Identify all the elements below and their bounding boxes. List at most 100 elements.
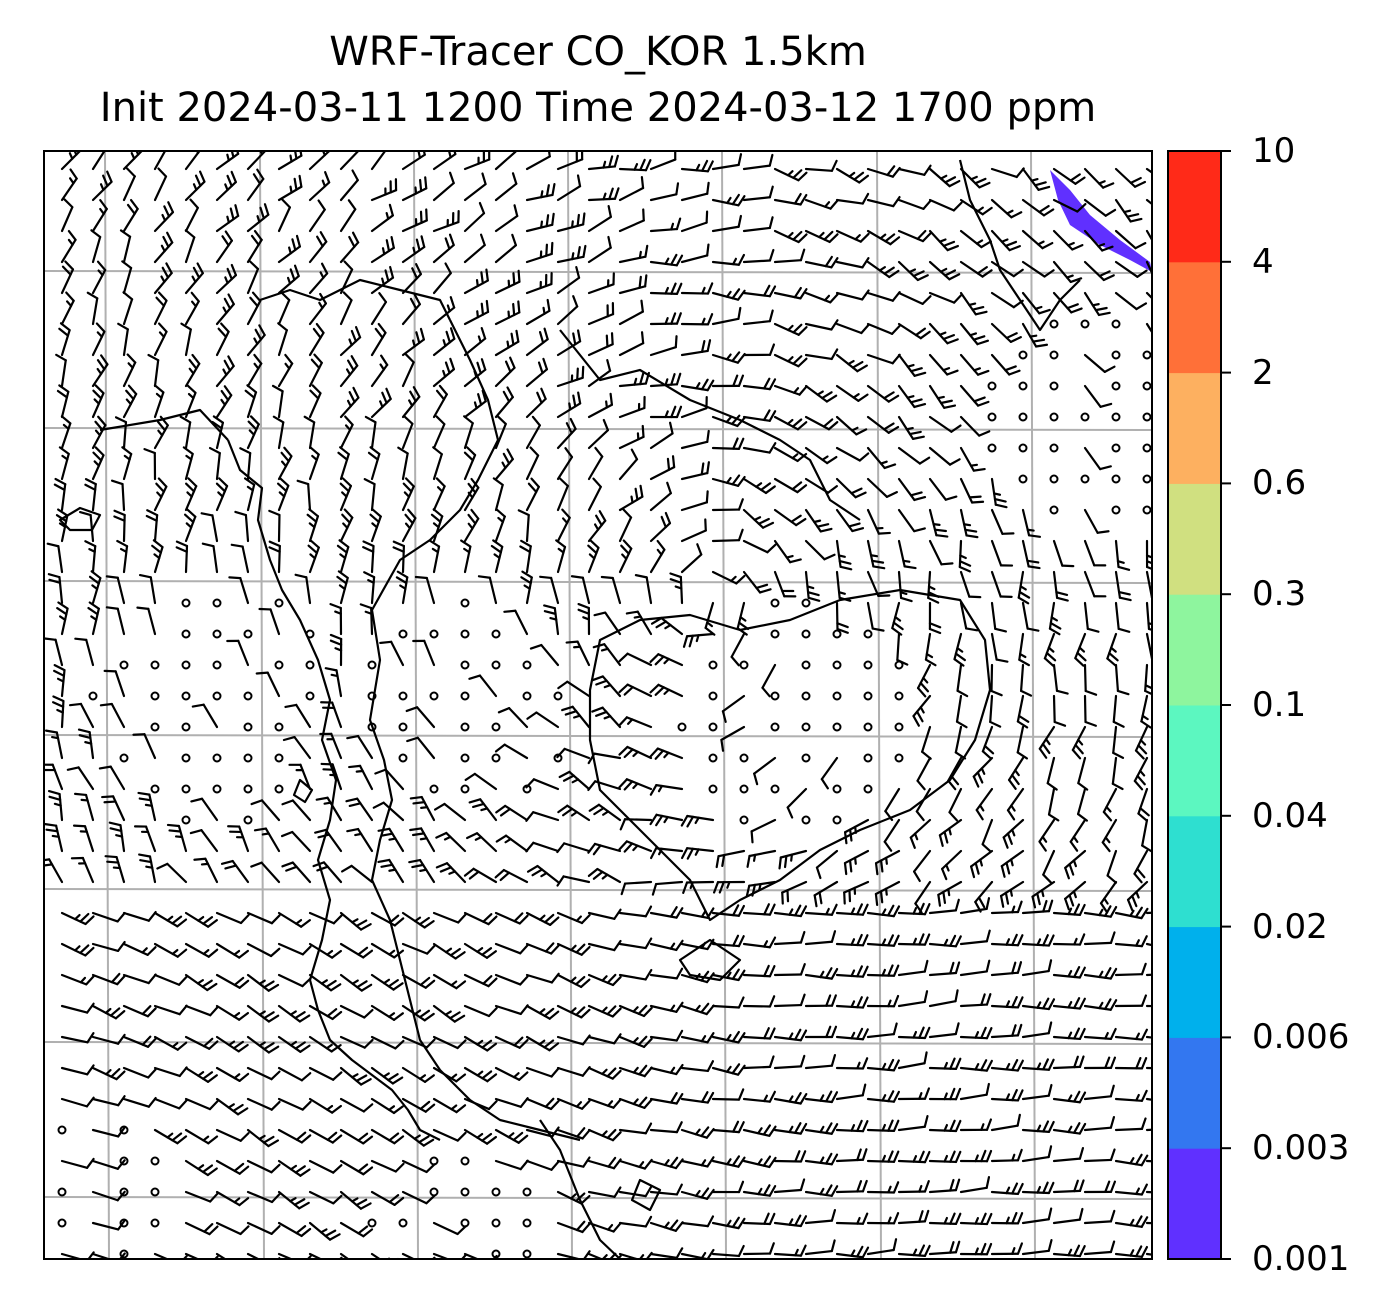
- wind-barb: [804, 446, 838, 465]
- wind-barb: [277, 1066, 312, 1082]
- calm-wind-marker: [1080, 412, 1090, 422]
- wind-barb: [1052, 570, 1069, 602]
- wind-barb: [91, 384, 105, 419]
- wind-barb: [91, 1095, 126, 1107]
- wind-barb: [680, 1032, 715, 1044]
- calm-wind-marker: [1018, 412, 1028, 422]
- wind-barb: [555, 539, 567, 574]
- wind-barb: [153, 322, 168, 357]
- wind-barb: [866, 322, 901, 335]
- wind-barb: [184, 353, 201, 388]
- wind-barb: [315, 796, 343, 822]
- wind-barb: [463, 233, 486, 264]
- calm-wind-marker: [243, 815, 253, 825]
- wind-barb: [463, 1128, 497, 1145]
- wind-barb: [649, 813, 684, 827]
- wind-barb: [60, 942, 95, 957]
- wind-barb: [525, 1004, 560, 1020]
- colorbar-segment: [1168, 594, 1221, 706]
- calm-wind-marker: [460, 1187, 470, 1197]
- wind-barb: [941, 849, 963, 881]
- wind-barb: [339, 326, 362, 357]
- wind-barb: [60, 911, 95, 926]
- wind-barb: [773, 1054, 806, 1070]
- wind-barb: [1021, 1207, 1053, 1225]
- wind-barb: [1133, 849, 1149, 884]
- wind-barb: [835, 1057, 869, 1070]
- wind-barb: [432, 357, 455, 388]
- wind-barb: [463, 172, 487, 202]
- wind-barb: [122, 1066, 157, 1079]
- wind-barb: [460, 539, 472, 574]
- wind-barb: [184, 911, 218, 928]
- wind-barb: [1114, 935, 1148, 948]
- wind-barb: [556, 244, 587, 264]
- wind-barb: [1031, 880, 1056, 909]
- wind-barb: [490, 539, 504, 574]
- wind-barb: [401, 386, 421, 419]
- calm-wind-marker: [460, 784, 470, 794]
- wind-barb: [587, 418, 610, 450]
- wind-barb: [835, 965, 869, 978]
- wind-barb: [618, 395, 646, 419]
- wind-barb: [981, 725, 995, 760]
- wind-barb: [432, 1035, 467, 1050]
- calm-wind-marker: [181, 815, 191, 825]
- wind-barb: [308, 911, 343, 925]
- wind-barb: [184, 1097, 219, 1111]
- wind-barb: [246, 168, 265, 202]
- wind-barb: [1038, 818, 1056, 852]
- wind-barb: [556, 875, 591, 887]
- wind-barb: [184, 1035, 219, 1050]
- wind-barb: [226, 639, 250, 667]
- wind-barb: [618, 745, 653, 760]
- wind-barb: [897, 990, 929, 1008]
- wind-barb: [649, 539, 666, 574]
- wind-barb: [215, 1190, 250, 1207]
- wind-barb: [401, 415, 414, 450]
- wind-barb: [680, 339, 712, 357]
- wind-barb: [1114, 260, 1148, 278]
- wind-barb: [379, 640, 405, 667]
- wind-barb: [804, 229, 839, 244]
- wind-barb: [804, 477, 838, 494]
- wind-barb: [519, 539, 532, 574]
- wind-barb: [121, 260, 133, 295]
- wind-barb: [897, 384, 927, 409]
- wind-barb: [1114, 1056, 1148, 1070]
- calm-wind-marker: [274, 784, 284, 794]
- wind-barb: [525, 415, 541, 450]
- wind-barb: [649, 939, 684, 952]
- wind-barb: [308, 231, 328, 264]
- wind-barb: [494, 868, 529, 884]
- wind-barb: [153, 942, 188, 958]
- wind-barb: [246, 1221, 281, 1235]
- wind-barb: [308, 1097, 343, 1114]
- wind-barb: [525, 387, 547, 419]
- wind-barb: [897, 1115, 929, 1132]
- wind-barb: [432, 209, 460, 233]
- wind-barb: [246, 415, 260, 450]
- wind-barb: [649, 481, 672, 512]
- wind-barb: [1021, 260, 1055, 278]
- wind-barb: [928, 1087, 962, 1101]
- wind-barb: [866, 415, 900, 434]
- wind-barb: [153, 973, 188, 986]
- wind-barb: [773, 167, 808, 182]
- wind-barb: [201, 542, 219, 574]
- wind-barb: [618, 1035, 653, 1048]
- calm-wind-marker: [770, 598, 780, 608]
- calm-wind-marker: [212, 753, 222, 763]
- calm-wind-marker: [801, 660, 811, 670]
- wind-barb: [147, 353, 160, 388]
- wind-barb: [804, 994, 837, 1008]
- wind-barb: [246, 911, 281, 925]
- calm-wind-marker: [119, 660, 129, 670]
- wind-barb: [587, 780, 622, 792]
- wind-barb: [60, 1032, 95, 1044]
- calm-wind-marker: [1080, 474, 1090, 484]
- wind-barb: [556, 1097, 591, 1110]
- wind-barb: [651, 880, 684, 896]
- calm-wind-marker: [739, 815, 749, 825]
- wind-barb: [843, 818, 870, 845]
